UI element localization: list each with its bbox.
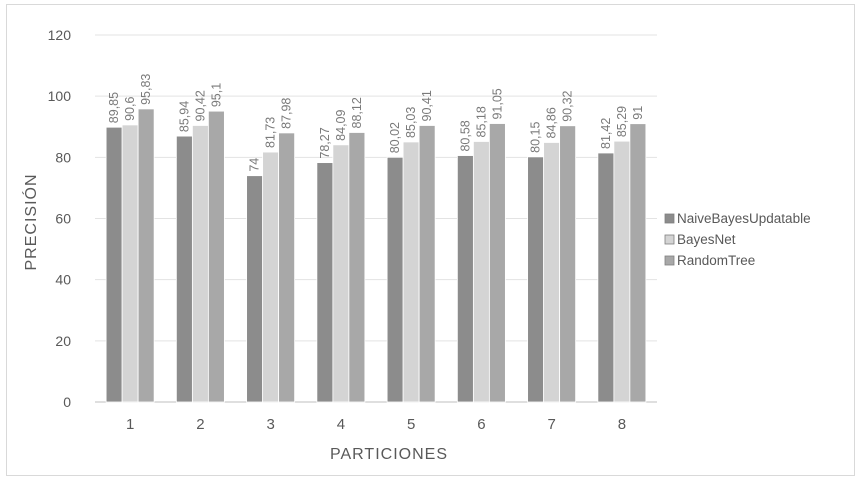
data-label: 90,41 [420,90,434,121]
x-tick-label: 2 [196,416,204,433]
y-tick-label: 60 [55,211,71,227]
data-label: 90,6 [123,97,137,121]
data-label: 90,32 [561,90,575,121]
bar-NaiveBayesUpdatable [246,175,264,403]
x-tick-label: 8 [618,416,626,433]
data-label: 80,15 [529,122,543,153]
data-label: 95,83 [139,74,153,105]
data-labels: 89,85 90,695,83 85,94 90,42 95,1 7481,7387,98… [107,74,645,172]
data-label: 89,85 [107,92,121,123]
data-label: 84,86 [545,107,559,138]
data-label: 80,58 [458,120,472,151]
bar-RandomTree [207,110,225,403]
y-tick-label: 0 [63,394,71,410]
legend-label: RandomTree [677,253,755,268]
bar-RandomTree [137,108,155,403]
x-tick-label: 1 [126,416,134,433]
bars [105,108,647,403]
x-tick-label: 3 [266,416,274,433]
data-label: 74 [248,158,262,172]
x-tick-label: 7 [547,416,555,433]
legend-label: NaiveBayesUpdatable [677,211,811,226]
data-label: 87,98 [280,98,294,129]
bar-RandomTree [559,125,577,403]
bar-chart: 0 20 40 60 80 100 120 89,85 90,695,83 85,94 90,42… [21,27,811,463]
bar-RandomTree [488,123,506,403]
bar-BayesNet [191,125,209,403]
data-label: 85,94 [177,101,191,132]
bar-NaiveBayesUpdatable [316,162,334,403]
data-label: 88,12 [350,97,364,128]
bar-RandomTree [629,123,647,403]
legend-swatch [664,234,675,245]
y-tick-label: 100 [48,88,72,104]
data-label: 85,03 [404,107,418,138]
x-tick-label: 4 [337,416,345,433]
legend-swatch [664,255,675,266]
bar-BayesNet [121,124,139,403]
bar-NaiveBayesUpdatable [386,156,404,403]
x-axis-label: PARTICIONES [330,446,448,463]
bar-RandomTree [348,132,366,403]
x-tick-label: 5 [407,416,415,433]
y-axis-label: PRECISIÓN [21,173,40,270]
y-tick-label: 40 [55,272,71,288]
y-tick-label: 120 [48,27,72,43]
data-label: 85,29 [615,106,629,137]
bar-RandomTree [278,132,296,403]
data-label: 90,42 [193,90,207,121]
data-label: 91 [631,106,645,120]
data-label: 95,1 [209,83,223,107]
bar-NaiveBayesUpdatable [456,155,474,403]
bar-RandomTree [418,125,436,403]
bar-BayesNet [402,141,420,403]
legend-label: BayesNet [677,232,736,247]
data-label: 84,09 [334,109,348,140]
x-tick-label: 6 [477,416,485,433]
bar-NaiveBayesUpdatable [175,135,193,403]
chart-frame: 0 20 40 60 80 100 120 89,85 90,6 95,83 85,94 90,42… [6,4,855,476]
y-tick-labels: 0 20 40 60 80 100 120 [48,27,72,410]
bar-BayesNet [332,144,350,403]
bar-BayesNet [613,140,631,403]
y-tick-label: 80 [55,149,71,165]
data-label: 91,05 [490,88,504,119]
data-label: 81,42 [599,118,613,149]
y-tick-label: 20 [55,333,71,349]
bar-BayesNet [543,142,561,403]
data-label: 85,18 [474,106,488,137]
bar-NaiveBayesUpdatable [527,156,545,403]
data-label: 78,27 [318,127,332,158]
bar-BayesNet [262,151,280,403]
data-label: 81,73 [264,117,278,148]
legend: NaiveBayesUpdatable BayesNet RandomTree [664,211,811,268]
bar-BayesNet [472,141,490,403]
bar-NaiveBayesUpdatable [597,152,615,403]
x-tick-labels: 1 2 3 4 5 6 7 8 [126,416,626,433]
data-label: 80,02 [388,122,402,153]
legend-swatch [664,213,675,224]
bar-NaiveBayesUpdatable [105,126,123,403]
